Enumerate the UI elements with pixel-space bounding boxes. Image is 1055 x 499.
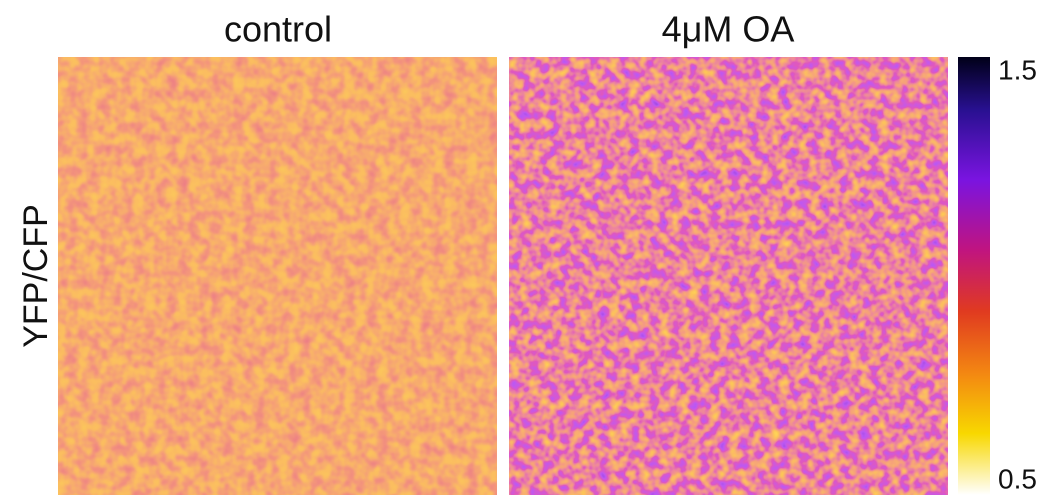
colorbar xyxy=(958,57,990,495)
panel-title: control xyxy=(224,9,332,50)
panel-title: 4μM OA xyxy=(662,9,795,50)
y-axis-label: YFP/CFP xyxy=(17,204,55,348)
colorbar-min-label: 0.5 xyxy=(998,463,1037,494)
colorbar-max-label: 1.5 xyxy=(998,54,1037,85)
image-oa xyxy=(509,57,948,495)
image-control xyxy=(58,57,497,495)
